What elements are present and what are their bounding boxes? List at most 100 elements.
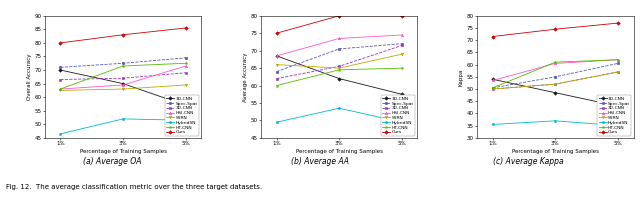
Line: HybridSN: HybridSN [275, 107, 403, 124]
Ours [489, 35, 497, 38]
HT-CNN [398, 67, 406, 69]
3D-CNN [614, 71, 622, 73]
SSRN [56, 89, 64, 92]
3D-CNN [119, 77, 127, 79]
1D-CNN [489, 78, 497, 80]
Line: SSRN: SSRN [275, 53, 403, 69]
Line: Spec-Spat: Spec-Spat [492, 62, 619, 89]
SSRN [119, 88, 127, 90]
HT-CNN [335, 69, 343, 71]
Y-axis label: Average Accuracy: Average Accuracy [243, 52, 248, 102]
Line: Spec-Spat: Spec-Spat [60, 57, 187, 69]
HybridSN [56, 133, 64, 135]
3D-CNN [489, 88, 497, 90]
Line: Ours: Ours [275, 15, 403, 34]
X-axis label: Percentage of Training Samples: Percentage of Training Samples [79, 149, 166, 154]
X-axis label: Percentage of Training Samples: Percentage of Training Samples [512, 149, 599, 154]
HSI-CNN [56, 88, 64, 90]
Ours [119, 33, 127, 36]
Ours [182, 27, 189, 29]
1D-CNN [182, 104, 189, 107]
HT-CNN [182, 62, 189, 64]
3D-CNN [552, 83, 559, 85]
SSRN [614, 71, 622, 73]
HSI-CNN [273, 55, 280, 57]
HT-CNN [273, 84, 280, 87]
Spec-Spat [614, 62, 622, 65]
Line: Spec-Spat: Spec-Spat [275, 42, 403, 73]
Ours [614, 22, 622, 24]
HSI-CNN [335, 37, 343, 40]
Ours [398, 15, 406, 17]
Spec-Spat [56, 66, 64, 69]
1D-CNN [614, 105, 622, 107]
HybridSN [489, 123, 497, 126]
SSRN [335, 67, 343, 69]
Line: 3D-CNN: 3D-CNN [492, 71, 619, 90]
Legend: 1D-CNN, Spec-Spat, 3D-CNN, HSI-CNN, SSRN, HybridSN, HT-CNN, Ours: 1D-CNN, Spec-Spat, 3D-CNN, HSI-CNN, SSRN… [597, 96, 632, 136]
HSI-CNN [552, 62, 559, 65]
Line: HybridSN: HybridSN [60, 118, 187, 135]
HSI-CNN [119, 84, 127, 86]
Line: 3D-CNN: 3D-CNN [60, 72, 187, 81]
3D-CNN [182, 72, 189, 74]
1D-CNN [398, 93, 406, 96]
Line: HSI-CNN: HSI-CNN [492, 59, 619, 82]
Ours [552, 28, 559, 30]
1D-CNN [335, 77, 343, 80]
Ours [335, 15, 343, 17]
1D-CNN [56, 69, 64, 71]
Text: (b) Average AA: (b) Average AA [291, 157, 349, 166]
SSRN [398, 53, 406, 55]
Line: HT-CNN: HT-CNN [492, 59, 619, 89]
Spec-Spat [552, 76, 559, 78]
Line: HSI-CNN: HSI-CNN [275, 34, 403, 57]
HT-CNN [119, 65, 127, 67]
HT-CNN [614, 59, 622, 61]
3D-CNN [398, 44, 406, 47]
Line: SSRN: SSRN [60, 84, 187, 92]
Spec-Spat [489, 87, 497, 89]
Spec-Spat [335, 48, 343, 50]
Spec-Spat [119, 62, 127, 64]
SSRN [182, 84, 189, 86]
HT-CNN [489, 87, 497, 89]
Legend: 1D-CNN, Spec-Spat, 3D-CNN, HSI-CNN, SSRN, HybridSN, HT-CNN, Ours: 1D-CNN, Spec-Spat, 3D-CNN, HSI-CNN, SSRN… [165, 96, 199, 136]
Legend: 1D-CNN, Spec-Spat, 3D-CNN, HSI-CNN, SSRN, HybridSN, HT-CNN, Ours: 1D-CNN, Spec-Spat, 3D-CNN, HSI-CNN, SSRN… [381, 96, 415, 136]
SSRN [489, 88, 497, 90]
HSI-CNN [182, 65, 189, 67]
Text: (c) Average Kappa: (c) Average Kappa [493, 157, 563, 166]
HybridSN [182, 119, 189, 121]
Line: 3D-CNN: 3D-CNN [275, 44, 403, 80]
3D-CNN [56, 78, 64, 81]
Line: HSI-CNN: HSI-CNN [60, 65, 187, 90]
HSI-CNN [398, 34, 406, 36]
Line: HT-CNN: HT-CNN [60, 62, 187, 90]
HybridSN [398, 121, 406, 123]
Line: 1D-CNN: 1D-CNN [60, 69, 187, 107]
X-axis label: Percentage of Training Samples: Percentage of Training Samples [296, 149, 383, 154]
SSRN [273, 63, 280, 66]
Ours [56, 42, 64, 44]
HybridSN [614, 125, 622, 127]
1D-CNN [552, 92, 559, 94]
Y-axis label: Overall Accuracy: Overall Accuracy [26, 54, 31, 100]
Ours [273, 32, 280, 34]
SSRN [552, 83, 559, 85]
Spec-Spat [182, 57, 189, 59]
HybridSN [273, 121, 280, 123]
HT-CNN [56, 88, 64, 90]
Line: HybridSN: HybridSN [492, 120, 619, 127]
Y-axis label: Kappa: Kappa [459, 68, 464, 85]
Line: 1D-CNN: 1D-CNN [275, 55, 403, 96]
Line: Ours: Ours [492, 22, 619, 38]
HybridSN [335, 107, 343, 109]
HSI-CNN [614, 59, 622, 61]
1D-CNN [273, 55, 280, 57]
HybridSN [119, 118, 127, 120]
Spec-Spat [398, 43, 406, 45]
HSI-CNN [489, 79, 497, 82]
3D-CNN [273, 77, 280, 80]
Line: 1D-CNN: 1D-CNN [492, 78, 619, 107]
HybridSN [552, 120, 559, 122]
